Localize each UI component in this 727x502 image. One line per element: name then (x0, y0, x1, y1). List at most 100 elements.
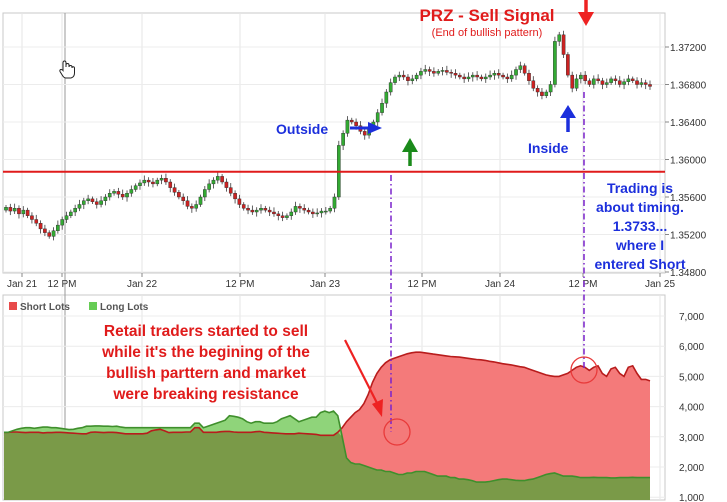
x-tick-label-2: Jan 22 (127, 279, 157, 290)
candle-33 (146, 177, 151, 187)
candle-22 (99, 196, 103, 208)
candle-body-13 (60, 219, 64, 226)
candle-100 (436, 69, 441, 76)
candle-body-20 (90, 198, 95, 202)
candle-75 (328, 205, 332, 214)
candle-body-47 (207, 183, 211, 190)
candle-8 (38, 220, 43, 234)
x-tick-label-1: 12 PM (48, 279, 77, 290)
retail-line-1: Retail traders started to sell (104, 323, 308, 340)
candle-2 (12, 203, 17, 214)
candle-body-36 (159, 178, 164, 181)
candle-108 (470, 72, 475, 82)
candle-body-41 (181, 196, 186, 201)
candle-122 (531, 76, 536, 92)
candle-1 (8, 203, 13, 216)
candle-body-59 (259, 208, 263, 211)
candle-94 (410, 74, 415, 85)
candle-136 (592, 75, 596, 89)
candle-body-25 (112, 191, 116, 194)
candle-95 (414, 72, 419, 82)
candle-32 (142, 175, 147, 186)
candle-111 (483, 73, 488, 83)
candle-body-14 (64, 215, 69, 220)
candle-body-128 (557, 34, 562, 42)
price-tick-label-1: 1.36800 (670, 81, 707, 92)
candle-54 (237, 194, 242, 208)
candle-body-98 (427, 69, 432, 72)
timing-line-3: 1.3733... (613, 218, 668, 234)
candle-body-3 (17, 208, 21, 215)
candle-139 (604, 78, 609, 88)
candle-body-89 (388, 82, 393, 93)
candle-body-145 (630, 78, 635, 81)
candle-18 (81, 197, 86, 210)
price-tick-label-6: 1.34800 (670, 268, 707, 279)
candle-96 (419, 67, 423, 80)
candle-body-134 (583, 74, 587, 81)
candle-body-96 (419, 71, 423, 76)
candle-body-108 (470, 74, 475, 78)
candle-15 (69, 209, 73, 219)
candle-body-55 (241, 204, 246, 209)
candle-body-15 (69, 211, 73, 216)
inside-label: Inside (528, 140, 569, 156)
candle-body-94 (410, 78, 415, 81)
candle-64 (280, 211, 285, 222)
candle-body-99 (432, 71, 436, 74)
candle-41 (181, 193, 186, 205)
candle-body-126 (548, 84, 553, 93)
candle-66 (289, 208, 294, 220)
sell-signal-title: PRZ - Sell Signal (419, 6, 554, 25)
lots-y-ticks: 7,000 6,000 5,000 4,000 3,000 2,000 1,000 (679, 312, 704, 502)
candle-body-49 (215, 176, 220, 181)
candle-body-60 (263, 208, 268, 211)
candle-body-16 (73, 208, 77, 213)
candle-67 (293, 201, 298, 215)
candle-body-138 (600, 80, 605, 85)
candle-74 (324, 207, 328, 215)
candle-body-131 (570, 74, 575, 89)
candle-26 (116, 187, 121, 199)
candle-body-2 (12, 208, 17, 212)
candle-body-122 (531, 80, 536, 89)
legend-long-label: Long Lots (100, 302, 149, 313)
candle-body-11 (51, 230, 56, 237)
candle-body-87 (380, 103, 384, 113)
candle-body-70 (306, 209, 311, 213)
candle-131 (570, 71, 575, 93)
candle-115 (501, 72, 505, 80)
candle-body-75 (328, 208, 332, 212)
candle-body-28 (125, 193, 129, 198)
long-lots-line (4, 410, 650, 483)
candle-65 (285, 213, 289, 220)
candle-body-116 (505, 76, 510, 80)
candle-body-71 (311, 211, 315, 215)
candle-body-114 (496, 73, 501, 76)
candle-body-97 (423, 69, 428, 72)
lots-tick-label-1: 6,000 (679, 342, 704, 353)
candle-body-90 (393, 76, 397, 83)
candle-body-127 (553, 41, 557, 85)
candle-body-53 (233, 193, 237, 200)
candle-87 (380, 98, 384, 116)
retail-line-3: bullish parttern and market (106, 365, 306, 382)
legend-swatch-short (9, 302, 17, 310)
price-tick-label-3: 1.36000 (670, 156, 707, 167)
price-tick-label-4: 1.35600 (670, 193, 707, 204)
candle-127 (553, 36, 557, 88)
candle-116 (505, 73, 510, 83)
candle-body-45 (198, 196, 203, 205)
candle-112 (488, 70, 492, 80)
candle-21 (94, 198, 99, 209)
lots-tick-label-4: 3,000 (679, 433, 704, 444)
candle-57 (250, 205, 255, 215)
candle-body-106 (462, 76, 466, 80)
candle-6 (30, 212, 34, 224)
candle-101 (440, 66, 445, 76)
candle-body-81 (354, 121, 358, 126)
candle-25 (112, 189, 116, 196)
timing-line-2: about timing. (596, 199, 684, 215)
